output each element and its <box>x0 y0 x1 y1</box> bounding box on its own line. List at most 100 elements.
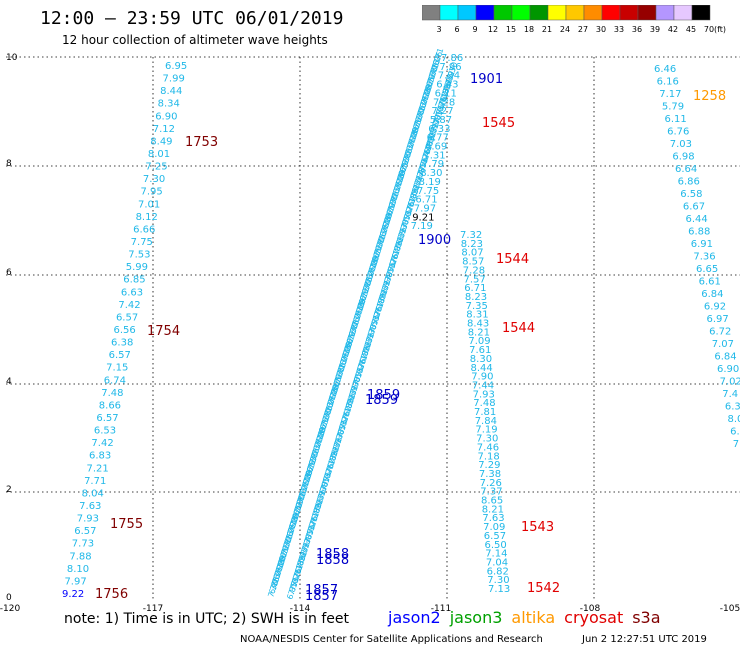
pass-time-label: 1858 <box>316 547 349 562</box>
satellite-legend: jason2 jason3 altika cryosat s3a <box>388 608 670 627</box>
colorbar-tick-label: 45 <box>686 25 696 34</box>
x-tick-label: -117 <box>143 604 163 614</box>
x-tick-label: -111 <box>431 604 451 614</box>
pass-time-label: 1754 <box>147 324 180 339</box>
wave-height-label: 7.71 <box>84 476 106 487</box>
wave-height-label: 7.15 <box>106 363 128 374</box>
color-swatch <box>691 5 711 21</box>
wave-height-label: 6.43 <box>436 80 458 91</box>
wave-height-label: 7.79 <box>422 159 444 170</box>
wave-height-label: 6.57 <box>96 413 118 424</box>
wave-height-label: 7.86 <box>441 53 463 64</box>
pass-time-label: 1753 <box>185 135 218 150</box>
wave-height-label: 7.30 <box>266 579 280 599</box>
wave-height-label: 7.09 <box>468 336 490 347</box>
wave-height-label: 9.21 <box>412 212 434 223</box>
wave-height-label: 6.65 <box>696 264 718 275</box>
wave-height-label: 7.95 <box>140 187 162 198</box>
pass-time-label: 1859 <box>365 393 398 408</box>
wave-height-label: 7.34 <box>438 71 460 82</box>
wave-height-label: 5.87 <box>430 115 452 126</box>
wave-height-label: 7.30 <box>476 434 498 445</box>
wave-height-label: 8.12 <box>136 212 158 223</box>
wave-height-label: 7.37 <box>480 487 502 498</box>
wave-height-label: 7.30 <box>487 575 509 586</box>
wave-height-label: 7.53 <box>128 250 150 261</box>
pass-time-label: 1857 <box>305 583 338 598</box>
wave-height-label: 7.63 <box>482 513 504 524</box>
legend-item-altika: altika <box>511 608 556 627</box>
wave-height-label: 7.28 <box>463 265 485 276</box>
wave-height-label: 7.19 <box>411 221 433 232</box>
wave-height-label: 6.88 <box>688 227 710 238</box>
wave-height-label: 7.97 <box>64 576 86 587</box>
y-axis-ticks: 0 2 4 6 8 10 <box>6 53 18 603</box>
wave-height-label: 8.31 <box>466 310 488 321</box>
wave-height-label: 8.19 <box>419 177 441 188</box>
wave-height-label: 7.99 <box>163 74 185 85</box>
wave-height-label: 9.22 <box>62 589 84 600</box>
wave-height-label: 6.44 <box>686 214 708 225</box>
y-tick-label: 0 <box>6 593 12 603</box>
wave-height-label: 6.57 <box>116 312 138 323</box>
legend-item-s3a: s3a <box>632 608 661 627</box>
wave-height-label: 7.84 <box>475 416 497 427</box>
wave-height-label: 7.75 <box>417 186 439 197</box>
wave-height-label: 7.46 <box>477 442 499 453</box>
x-tick-label: -120 <box>0 604 20 614</box>
wave-height-label: 6.85 <box>285 581 299 601</box>
legend-item-jason2: jason2 <box>388 608 441 627</box>
colorbar-tick-label: 39 <box>650 25 660 34</box>
wave-height-label: 7.42 <box>118 300 140 311</box>
colorbar-unit-label: (ft) <box>714 25 726 34</box>
wave-height-label: 7.27 <box>431 106 453 117</box>
wave-height-label: 8.01 <box>148 149 170 160</box>
page-title: 12:00 – 23:59 UTC 06/01/2019 <box>40 8 344 29</box>
wave-height-label: 6.77 <box>427 133 449 144</box>
wave-height-label: 6.98 <box>672 152 694 163</box>
wave-height-label: 7.01 <box>138 199 160 210</box>
y-tick-label: 8 <box>6 159 12 169</box>
pass-time-label: 1544 <box>496 252 529 267</box>
generated-timestamp: Jun 2 12:27:51 UTC 2019 <box>582 634 707 645</box>
wave-height-label: 7.61 <box>469 345 491 356</box>
wave-height-label: 7.19 <box>475 425 497 436</box>
wave-height-label: 7.44 <box>472 380 494 391</box>
wave-height-label: 6.56 <box>114 325 136 336</box>
colorbar-tick-label: 33 <box>614 25 624 34</box>
track-labels: 6.957.998.448.346.907.128.498.017.257.30… <box>62 47 740 601</box>
wave-height-label: 7.42 <box>91 438 113 449</box>
page-subtitle: 12 hour collection of altimeter wave hei… <box>62 33 328 47</box>
wave-height-label: 7.31 <box>423 150 445 161</box>
wave-height-label: 6.71 <box>464 283 486 294</box>
colorbar-tick-label: 9 <box>472 25 477 34</box>
wave-height-label: 6.85 <box>123 275 145 286</box>
wave-height-label: 6.67 <box>683 202 705 213</box>
wave-height-label: 7.5 <box>733 439 740 450</box>
colorbar-tick-label: 6 <box>454 25 459 34</box>
pass-time-label: 1901 <box>470 72 503 87</box>
wave-height-label: 8.30 <box>420 168 442 179</box>
wave-height-label: 7.35 <box>466 301 488 312</box>
legend-item-cryosat: cryosat <box>564 608 624 627</box>
wave-height-label: 6.90 <box>717 364 739 375</box>
wave-height-label: 7.13 <box>488 584 510 595</box>
wave-height-label: 7.63 <box>79 501 101 512</box>
map-grid <box>6 56 740 600</box>
pass-time-label: 1544 <box>502 321 535 336</box>
wave-height-label: 7.17 <box>659 89 681 100</box>
wave-height-label: 7.25 <box>145 162 167 173</box>
wave-height-label: 7.29 <box>478 460 500 471</box>
wave-height-label: 8.44 <box>160 86 182 97</box>
wave-height-label: 8.23 <box>465 292 487 303</box>
y-tick-label: 4 <box>6 377 12 387</box>
wave-height-label: 8.21 <box>482 504 504 515</box>
wave-height-label: 7.48 <box>473 398 495 409</box>
wave-height-label: 7.09 <box>483 522 505 533</box>
wave-height-label: 6.92 <box>704 302 726 313</box>
wave-height-label: 6.57 <box>484 531 506 542</box>
pass-time-label: 1542 <box>527 581 560 596</box>
wave-height-label: 6.64 <box>675 164 697 175</box>
wave-height-label: 6.74 <box>104 375 126 386</box>
